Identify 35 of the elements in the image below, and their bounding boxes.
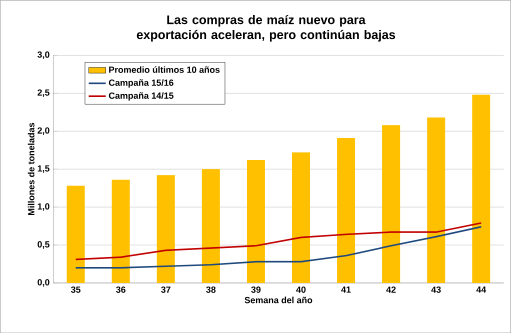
bar: [292, 152, 310, 283]
x-tick-label: 39: [251, 286, 261, 293]
y-tick-label: 2,0: [38, 127, 50, 135]
legend-label: Campaña 14/15: [108, 92, 174, 100]
bar: [156, 175, 175, 283]
line-series: [74, 226, 482, 268]
x-tick-label: 41: [341, 286, 351, 293]
bar: [382, 124, 400, 283]
y-tick-label: 1,5: [38, 165, 50, 173]
bar: [246, 160, 265, 283]
bar: [112, 180, 130, 283]
bar: [202, 169, 220, 283]
y-tick-label: 2,5: [38, 89, 50, 97]
x-tick-label: 38: [206, 286, 216, 293]
y-axis-title: Millones de toneladas: [28, 122, 34, 215]
x-axis-title: Semana del año: [244, 296, 312, 304]
legend-label: Promedio últimos 10 años: [109, 66, 220, 73]
bar: [427, 117, 446, 283]
x-tick-label: 36: [116, 286, 126, 293]
y-tick-label: 0,0: [38, 279, 50, 287]
x-tick-label: 40: [296, 286, 306, 293]
x-tick-label: 42: [386, 286, 396, 293]
bar: [66, 186, 85, 283]
line-series: [74, 222, 482, 260]
x-tick-label: 35: [70, 286, 80, 293]
chart-title: Las compras de maíz nuevo para exportación aceleran, pero continúan bajas: [136, 14, 396, 42]
y-tick-label: 1,0: [38, 203, 50, 211]
bar: [337, 138, 356, 283]
bar: [472, 94, 490, 283]
x-tick-label: 37: [161, 286, 170, 293]
x-tick-label: 44: [476, 286, 486, 293]
x-tick-label: 43: [431, 286, 441, 293]
y-tick-label: 3,0: [37, 51, 50, 59]
legend-label: Campaña 15/16: [108, 79, 174, 88]
y-tick-label: 0,5: [38, 241, 50, 249]
